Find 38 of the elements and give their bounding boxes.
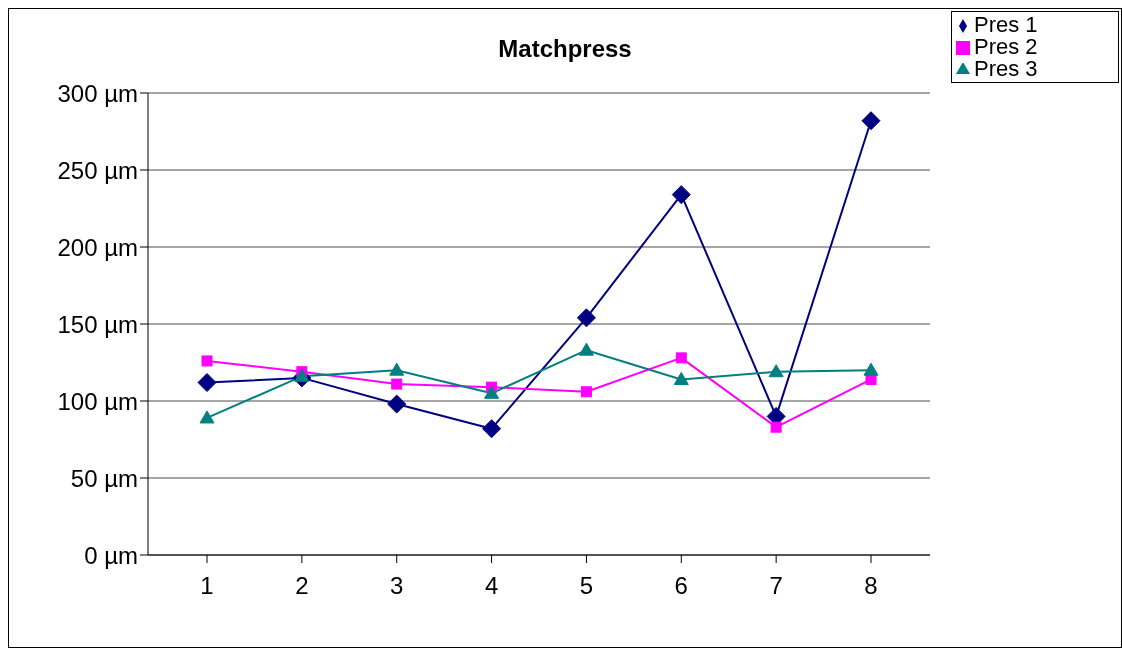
chart-title: Matchpress [498,35,632,62]
legend-label: Pres 2 [974,34,1038,59]
point [199,410,215,424]
y-tick-label: 150 µm [57,310,138,338]
legend-label: Pres 3 [974,56,1038,81]
point [768,364,784,378]
point [578,342,594,356]
point [391,378,403,390]
point [197,373,217,393]
point [675,352,687,364]
x-tick-label: 2 [295,572,309,600]
x-tick-label: 7 [769,572,783,600]
y-tick-label: 200 µm [57,233,138,261]
point [863,362,879,376]
point [580,386,592,398]
x-tick-label: 4 [484,572,499,600]
y-tick-label: 100 µm [57,387,138,415]
x-tick-label: 5 [579,572,594,600]
x-tick-label: 3 [390,572,404,600]
point [482,419,502,439]
point [673,371,689,385]
x-tick-label: 6 [674,572,688,600]
point [861,111,881,131]
legend-label: Pres 1 [974,12,1038,37]
point [201,355,213,367]
y-tick-label: 300 µm [57,79,138,107]
point [389,362,405,376]
point [671,185,691,205]
point [294,368,310,382]
point [576,308,596,328]
point [387,394,407,414]
x-tick-label: 1 [200,572,214,600]
point [484,385,500,399]
point [770,421,782,433]
y-tick-label: 50 µm [70,464,138,492]
y-tick-label: 0 µm [84,541,138,569]
x-tick-label: 8 [864,572,878,600]
y-tick-label: 250 µm [57,156,138,184]
